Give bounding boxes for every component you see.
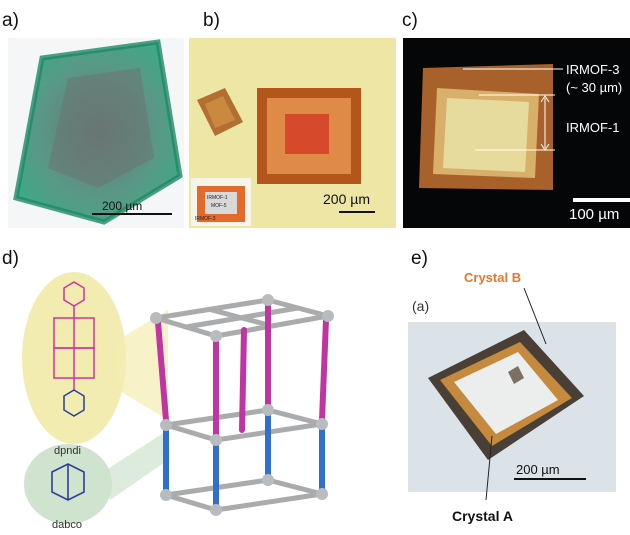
scale-bar-a (92, 213, 172, 215)
micrograph-a: 200 µm (8, 38, 184, 228)
inset-label-mof5: MOF-5 (211, 203, 227, 209)
crystal-b-label: Crystal B (464, 270, 522, 285)
dabco-molecule (51, 463, 85, 501)
dabco-label: dabco (52, 519, 82, 531)
scale-bar-e (514, 478, 586, 480)
layered-mof-inset: IRMOF-1 MOF-5 IRMOF-3 (191, 178, 251, 226)
dpndi-pillars (155, 301, 329, 439)
dark-field-crystal-image (419, 64, 563, 190)
micrograph-e: (a) Crystal B 200 µm Crystal A (408, 266, 630, 534)
subfigure-label: (a) (412, 298, 430, 314)
callout-lines (485, 287, 547, 501)
dpndi-molecule (53, 281, 95, 417)
panel-label-c: c) (402, 10, 418, 31)
annotation-irmof1: IRMOF-1 (566, 120, 620, 135)
crystal-a-label: Crystal A (452, 508, 513, 524)
orange-crystal-image (197, 88, 361, 184)
panel-label-e: e) (411, 248, 428, 269)
scale-bar-c (573, 198, 630, 202)
crystal-image-e (408, 322, 616, 492)
scale-label-e: 200 µm (516, 462, 560, 477)
dabco-pillars (163, 412, 325, 509)
annotation-thickness: (~ 30 µm) (566, 80, 623, 95)
panel-label-d: d) (2, 248, 19, 269)
dpndi-label: dpndi (54, 445, 81, 457)
framework-svg: dpndi dabco (22, 272, 334, 531)
scale-label-b: 200 µm (323, 191, 370, 207)
scale-label-a: 200 µm (102, 199, 143, 213)
pillared-framework-diagram: dpndi dabco (18, 270, 388, 532)
metal-nodes (150, 294, 334, 516)
inset-label-irmof1: IRMOF-1 (207, 195, 228, 201)
micrograph-c: IRMOF-3 (~ 30 µm) IRMOF-1 100 µm (403, 38, 630, 228)
green-crystal-image (13, 39, 183, 225)
micrograph-b: IRMOF-1 MOF-5 IRMOF-3 200 µm (189, 38, 396, 228)
scale-bar-b (339, 211, 375, 213)
inset-label-irmof3: IRMOF-3 (195, 216, 216, 222)
annotation-irmof3: IRMOF-3 (566, 62, 620, 77)
panel-label-b: b) (203, 10, 220, 31)
panel-label-a: a) (2, 10, 19, 31)
scale-label-c: 100 µm (569, 206, 620, 223)
